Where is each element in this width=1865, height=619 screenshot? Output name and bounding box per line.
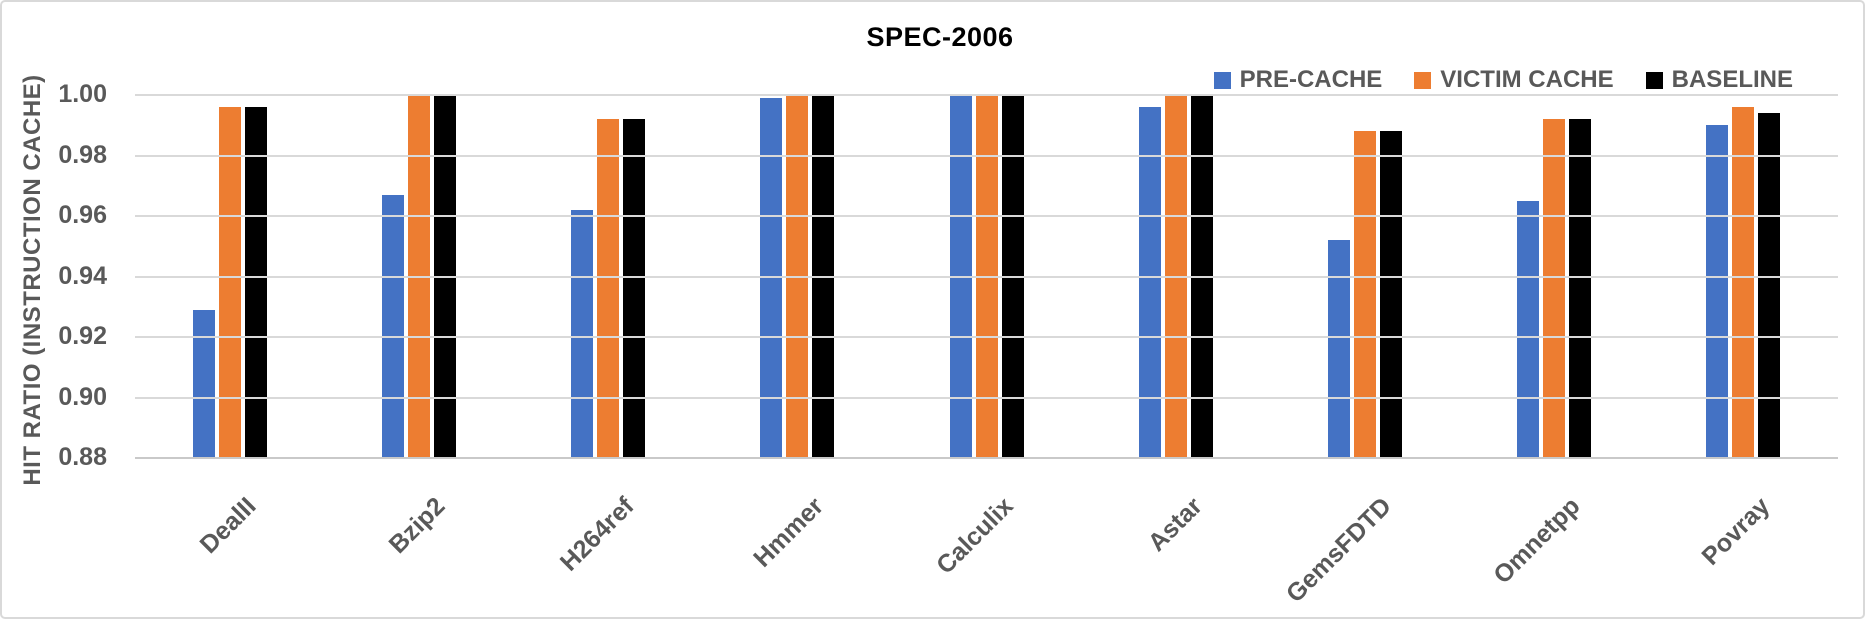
gridline-0.92 [135,336,1838,338]
plot-area [135,95,1838,458]
legend-item-pre-cache: PRE-CACHE [1213,66,1383,94]
bar-victim-cache-gemsfdtd [1353,131,1376,458]
bar-victim-cache-h264ref [597,119,620,458]
gridline-0.90 [135,396,1838,399]
x-axis-label-astar: Astar [1142,492,1208,557]
bar-pre-cache-gemsfdtd [1327,240,1350,458]
gridline-0.88 [135,457,1838,459]
legend-swatch-pre-cache [1213,71,1231,89]
legend-item-victim-cache: VICTIM CACHE [1414,66,1614,94]
bar-pre-cache-povray [1706,125,1729,458]
bar-pre-cache-bzip2 [381,194,404,458]
bar-baseline-povray [1758,113,1781,458]
x-axis-label-h264ref: H264ref [555,492,640,577]
legend-label-pre-cache: PRE-CACHE [1239,66,1383,93]
y-tick-label-1.00: 1.00 [58,80,107,108]
bar-pre-cache-dealii [192,309,215,458]
y-tick-label-0.92: 0.92 [58,322,107,350]
gridline-1.00 [135,94,1838,96]
y-tick-label-0.98: 0.98 [58,140,107,169]
bar-victim-cache-dealii [218,107,241,458]
gridline-0.96 [135,215,1838,217]
x-axis-label-povray: Povray [1696,492,1776,571]
x-axis-label-omnetpp: Omnetpp [1488,492,1586,590]
bar-pre-cache-h264ref [571,209,594,458]
gridline-0.94 [135,275,1838,278]
x-axis-label-calculix: Calculix [930,492,1019,580]
x-axis-label-bzip2: Bzip2 [383,492,451,559]
legend: PRE-CACHE VICTIM CACHE BASELINE [1213,66,1793,94]
legend-label-baseline: BASELINE [1671,66,1793,93]
legend-swatch-victim-cache [1414,71,1432,89]
x-axis-label-hmmer: Hmmer [748,492,830,573]
bar-victim-cache-povray [1732,107,1755,458]
bar-baseline-h264ref [623,119,646,458]
chart-title: SPEC-2006 [866,22,1014,52]
bar-pre-cache-hmmer [760,98,783,458]
legend-label-victim-cache: VICTIM CACHE [1440,66,1614,93]
x-axis-label-gemsfdtd: GemsFDTD [1280,492,1397,609]
legend-item-baseline: BASELINE [1645,66,1793,94]
y-tick-label-0.96: 0.96 [58,201,107,229]
legend-swatch-baseline [1645,71,1663,89]
bar-victim-cache-omnetpp [1543,119,1566,458]
y-tick-label-0.94: 0.94 [58,261,107,290]
x-axis-label-dealii: DealII [194,492,262,559]
bar-baseline-dealii [244,107,267,458]
bar-baseline-gemsfdtd [1379,131,1402,458]
bar-pre-cache-astar [1138,107,1161,458]
bar-pre-cache-omnetpp [1517,200,1540,458]
y-tick-label-0.90: 0.90 [58,382,107,411]
y-tick-label-0.88: 0.88 [58,443,107,471]
bar-baseline-omnetpp [1569,119,1592,458]
gridline-0.98 [135,154,1838,157]
